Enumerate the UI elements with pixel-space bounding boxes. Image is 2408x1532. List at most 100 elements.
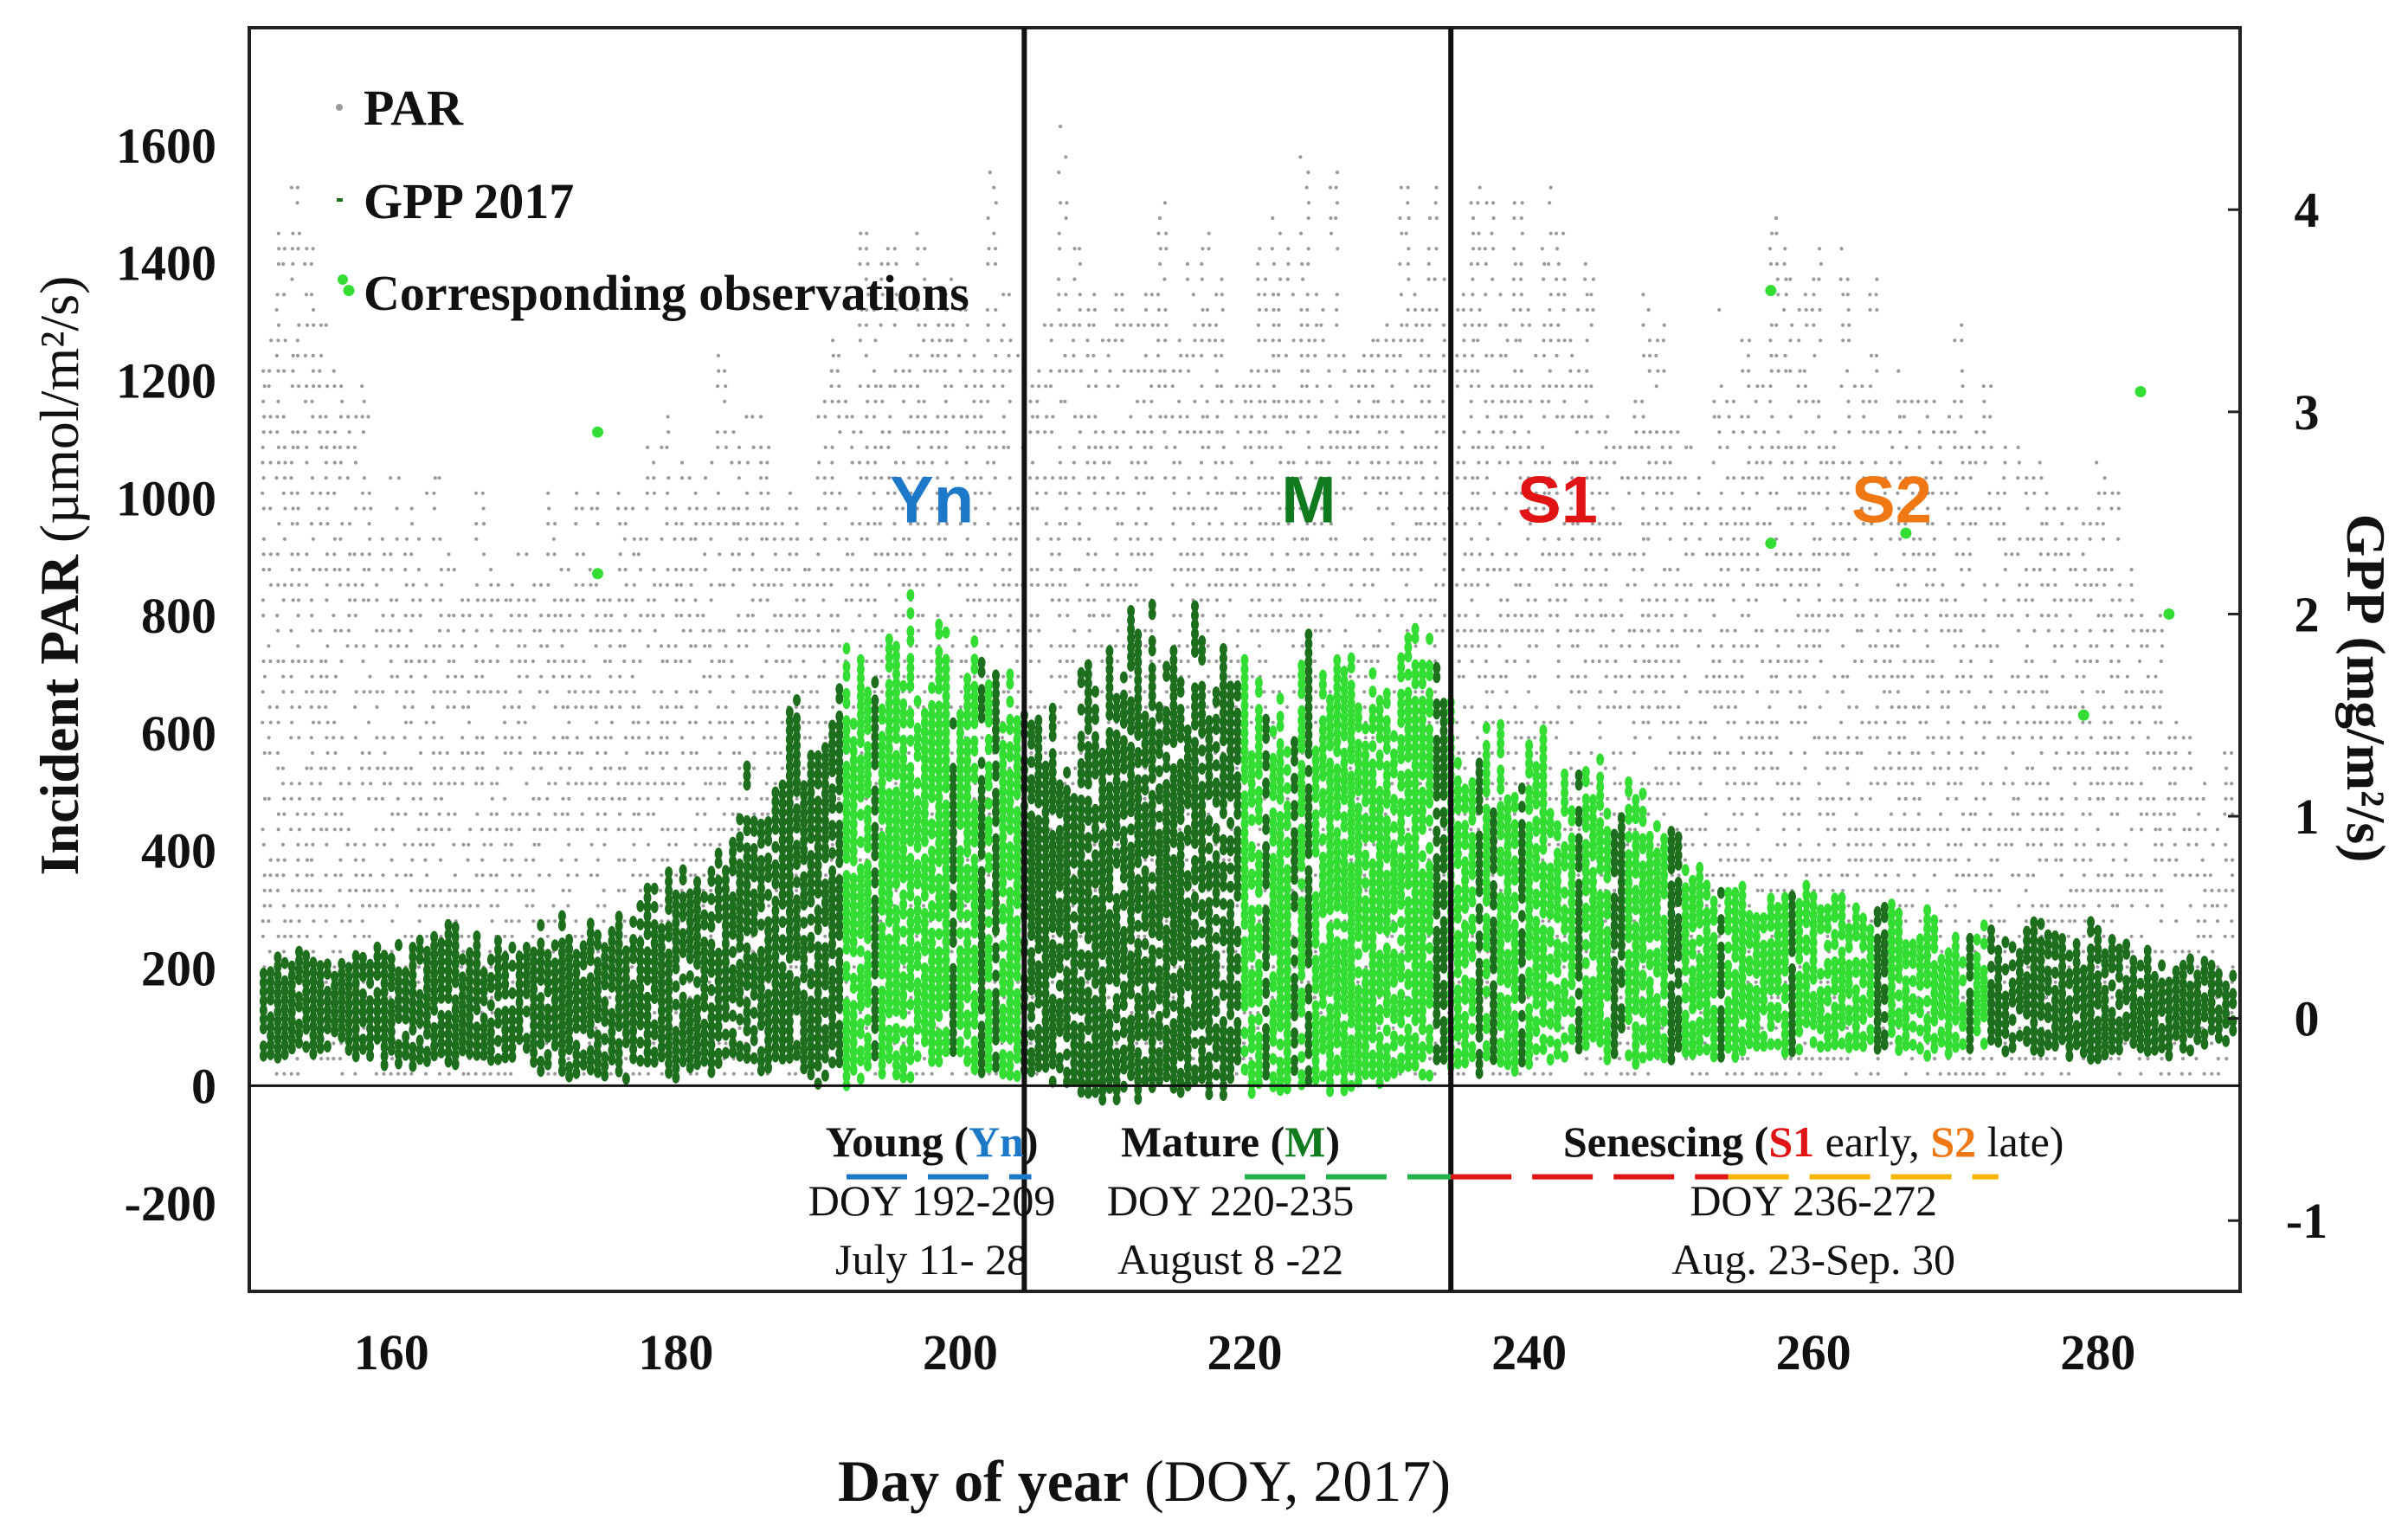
par-point [319,1057,324,1061]
par-point [622,766,627,770]
par-point [993,583,997,587]
par-point [395,690,399,694]
par-point [1262,415,1266,419]
par-point [815,705,820,710]
par-point [1349,598,1353,602]
par-point [518,873,522,878]
par-point [454,674,458,679]
par-point [538,750,543,756]
par-point [1101,476,1105,480]
par-point [309,858,314,862]
par-point [744,705,748,710]
par-point [1134,583,1138,587]
par-point [823,522,827,526]
par-point [369,506,373,511]
par-point [836,628,840,633]
par-point [1187,674,1191,679]
par-point [1433,415,1438,419]
par-point [909,491,913,495]
par-point [345,644,350,648]
par-point [787,644,791,648]
par-point [1385,674,1389,679]
par-point [595,720,599,724]
par-point [446,904,450,908]
par-point [381,827,385,832]
par-point [807,720,811,724]
par-point [552,598,557,602]
par-point [1149,369,1154,373]
par-point [1329,445,1333,450]
par-point [1220,583,1224,587]
par-point [608,995,612,1000]
par-point [759,796,763,801]
par-point [1433,644,1437,648]
par-point [923,690,927,694]
par-point [1442,522,1446,526]
par-point [561,736,565,740]
par-point [318,782,323,786]
par-point [1100,338,1104,343]
par-point [1201,506,1205,511]
par-point [311,904,315,908]
par-point [1220,338,1225,343]
par-point [646,796,650,801]
par-point [872,598,877,602]
par-point [1049,644,1053,648]
par-point [310,614,314,618]
par-point [1063,782,1067,786]
par-point [708,782,712,786]
par-point [503,858,507,862]
par-point [1171,995,1175,1000]
par-point [1272,384,1276,389]
par-point [1214,537,1219,541]
par-point [1063,736,1067,740]
par-point [971,628,975,633]
par-point [1129,537,1133,541]
par-point [1050,980,1055,984]
par-point [1392,568,1396,572]
par-point [1093,888,1098,892]
par-point [1192,506,1196,511]
par-point [1077,522,1081,526]
par-point [829,614,834,618]
par-point [1369,568,1374,572]
par-point [1106,491,1111,495]
par-point [930,812,934,816]
par-point [360,750,364,756]
par-point [1257,476,1261,480]
par-point [1278,231,1282,235]
par-point [744,537,749,541]
par-point [1315,323,1319,327]
par-point [432,506,436,511]
par-point [653,782,657,786]
par-point [339,812,344,816]
par-point [1461,293,1465,297]
par-point [418,888,422,892]
par-point [424,644,428,648]
par-point [858,338,863,343]
par-point [1433,506,1438,511]
par-point [291,369,295,373]
par-point [772,583,776,587]
par-point [1426,445,1431,450]
par-point [894,628,898,633]
par-point [1200,277,1204,281]
par-point [1457,614,1461,618]
par-point [310,888,314,892]
par-point [987,247,991,251]
par-point [309,261,313,267]
par-point [1312,659,1317,664]
par-point [915,293,919,297]
par-point [623,614,628,618]
par-point [1173,445,1177,450]
par-point [1357,598,1362,602]
par-point [1491,216,1496,221]
par-point [1129,415,1133,419]
par-point [1064,323,1068,327]
par-point [958,705,963,710]
par-point [660,690,664,694]
par-point [447,812,451,816]
par-point [268,415,273,419]
par-point [546,583,550,587]
par-point [1492,491,1497,495]
